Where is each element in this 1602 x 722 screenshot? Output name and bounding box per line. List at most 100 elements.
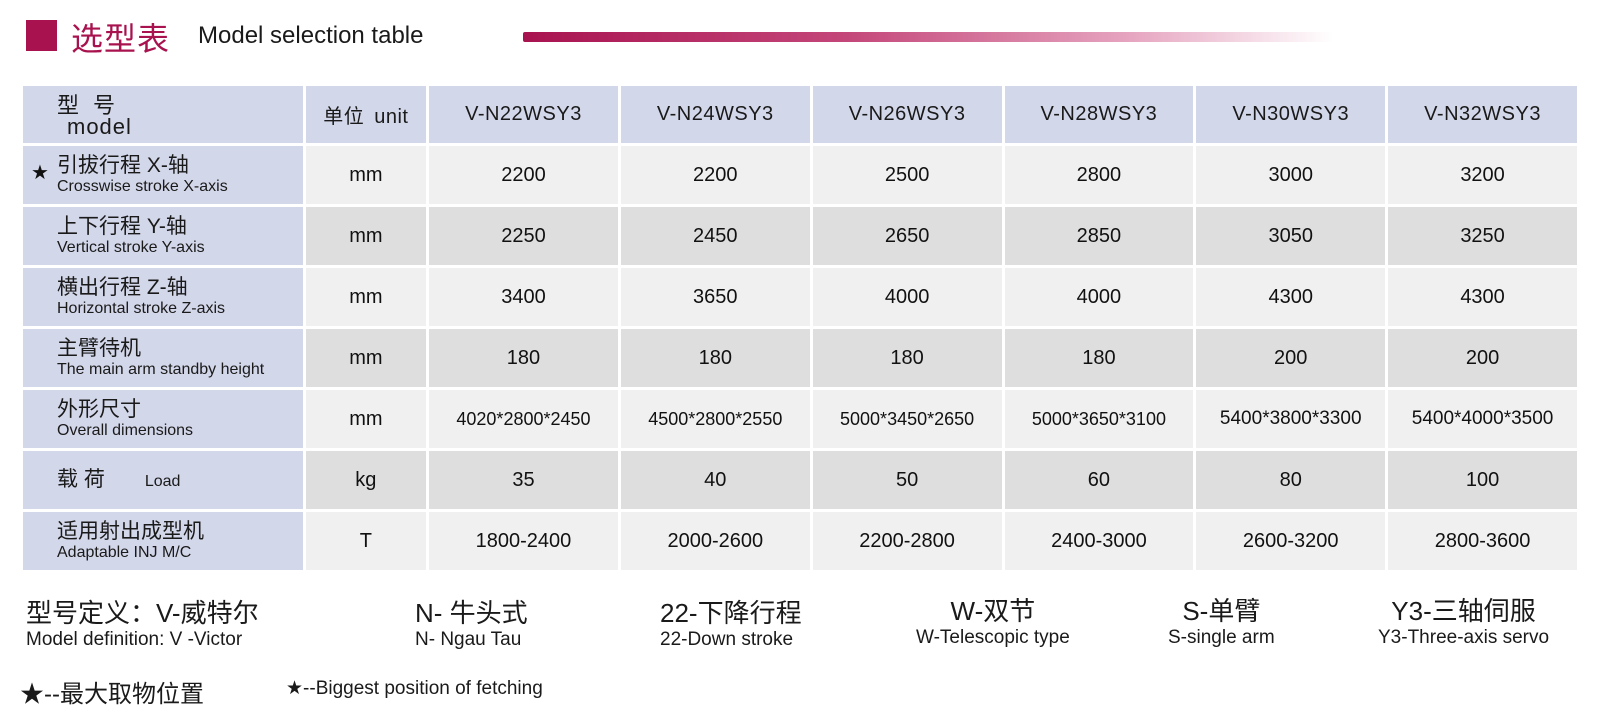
footer-definition-en: 22-Down stroke bbox=[660, 629, 794, 650]
row-label-cn: 适用射出成型机 bbox=[57, 520, 204, 543]
header-model-name: V-N26WSY3 bbox=[812, 86, 1002, 143]
table-cell: 2200-2800 bbox=[812, 512, 1002, 570]
header-model-name: V-N22WSY3 bbox=[429, 86, 618, 143]
table-cell: 2200 bbox=[620, 146, 810, 204]
table-cell: 4000 bbox=[1004, 268, 1194, 326]
header-model-name: V-N30WSY3 bbox=[1196, 86, 1386, 143]
footer-definition-cn: N- 牛头式 bbox=[415, 598, 528, 628]
footer-star-note-en: ★--Biggest position of fetching bbox=[286, 678, 543, 699]
header-model-name: V-N24WSY3 bbox=[620, 86, 810, 143]
table-cell: 2600-3200 bbox=[1196, 512, 1386, 570]
table-cell: 2250 bbox=[429, 207, 618, 265]
page-title-en: Model selection table bbox=[198, 22, 424, 49]
header-unit-en: unit bbox=[374, 106, 409, 128]
table-row: ★ 引拔行程 X-轴 Crosswise stroke X-axis mm 2200 22… bbox=[23, 146, 1577, 204]
table-cell: 200 bbox=[1388, 329, 1577, 387]
table-cell: 3000 bbox=[1196, 146, 1386, 204]
row-label-cell: 载 荷 Load bbox=[23, 451, 303, 509]
title-gradient-bar bbox=[523, 32, 1333, 42]
table-cell: 4300 bbox=[1196, 268, 1386, 326]
row-label-cn: 引拔行程 X-轴 bbox=[57, 154, 189, 177]
model-selection-table: 型号 model 单位 unit V-N22WSY3 V-N24WSY3 V-N26… bbox=[20, 83, 1580, 573]
table-cell: 35 bbox=[429, 451, 618, 509]
page-title-cn: 选型表 bbox=[71, 20, 171, 58]
table-cell: 200 bbox=[1196, 329, 1386, 387]
row-label-cn: 外形尺寸 bbox=[57, 398, 141, 421]
table-cell: 2650 bbox=[812, 207, 1002, 265]
table-cell: 2000-2600 bbox=[620, 512, 810, 570]
table-row: 外形尺寸 Overall dimensions mm 4020*2800*2450 45… bbox=[23, 390, 1577, 448]
table-row: 载 荷 Load kg 35 40 50 60 80 100 bbox=[23, 451, 1577, 509]
table-cell: 2800-3600 bbox=[1388, 512, 1577, 570]
row-label-cn: 上下行程 Y-轴 bbox=[57, 215, 187, 238]
header-model-cell: 型号 model bbox=[23, 86, 303, 143]
footer-definition: S-单臂 S-single arm bbox=[1168, 596, 1275, 650]
row-unit-cell: mm bbox=[305, 329, 427, 387]
header-unit-cn: 单位 bbox=[323, 106, 365, 128]
table-row: 上下行程 Y-轴 Vertical stroke Y-axis mm 2250 2450… bbox=[23, 207, 1577, 265]
header-model-name: V-N32WSY3 bbox=[1388, 86, 1577, 143]
row-label-en: Load bbox=[144, 473, 181, 490]
row-label-cell: 横出行程 Z-轴 Horizontal stroke Z-axis bbox=[23, 268, 303, 326]
row-label-cn: 主臂待机 bbox=[57, 337, 141, 360]
table-cell: 4300 bbox=[1388, 268, 1577, 326]
footer-definition-cn: Y3-三轴伺服 bbox=[1391, 596, 1536, 626]
table-cell: 2850 bbox=[1004, 207, 1194, 265]
row-label-cell: ★ 引拔行程 X-轴 Crosswise stroke X-axis bbox=[23, 146, 303, 204]
footer-definition: Y3-三轴伺服 Y3-Three-axis servo bbox=[1378, 596, 1549, 650]
table-cell: 3050 bbox=[1196, 207, 1386, 265]
table-cell: 5000*3650*3100 bbox=[1004, 390, 1194, 448]
table-header-row: 型号 model 单位 unit V-N22WSY3 V-N24WSY3 V-N26… bbox=[23, 86, 1577, 143]
row-label-cn: 载 荷 bbox=[57, 468, 105, 491]
table-cell: 100 bbox=[1388, 451, 1577, 509]
table-cell: 2200 bbox=[429, 146, 618, 204]
table-cell: 180 bbox=[429, 329, 618, 387]
row-label-cell: 适用射出成型机 Adaptable INJ M/C bbox=[23, 512, 303, 570]
row-unit-cell: mm bbox=[305, 207, 427, 265]
row-unit-cell: mm bbox=[305, 390, 427, 448]
row-label-cn: 横出行程 Z-轴 bbox=[57, 276, 188, 299]
table-cell: 2450 bbox=[620, 207, 810, 265]
table-cell: 5400*3800*3300 bbox=[1196, 390, 1386, 448]
footer-definition-cn: 22-下降行程 bbox=[660, 598, 802, 628]
header-unit-cell: 单位 unit bbox=[305, 86, 427, 143]
table-cell: 5000*3450*2650 bbox=[812, 390, 1002, 448]
footer-definition-en: N- Ngau Tau bbox=[415, 629, 522, 650]
table-cell: 2800 bbox=[1004, 146, 1194, 204]
table-cell: 4500*2800*2550 bbox=[620, 390, 810, 448]
star-marker: ★ bbox=[31, 162, 49, 184]
footer-definition: W-双节 W-Telescopic type bbox=[916, 596, 1070, 650]
table-row: 横出行程 Z-轴 Horizontal stroke Z-axis mm 3400 36… bbox=[23, 268, 1577, 326]
row-label-en: Horizontal stroke Z-axis bbox=[57, 300, 226, 317]
footer-definition-en: S-single arm bbox=[1168, 627, 1275, 648]
row-label-cell: 上下行程 Y-轴 Vertical stroke Y-axis bbox=[23, 207, 303, 265]
table-row: 主臂待机 The main arm standby height mm 180 180 1… bbox=[23, 329, 1577, 387]
header-model-en: model bbox=[67, 113, 132, 139]
footer-definition: 22-下降行程 22-Down stroke bbox=[660, 598, 802, 652]
table-cell: 60 bbox=[1004, 451, 1194, 509]
row-label-en: Overall dimensions bbox=[57, 422, 194, 439]
table-cell: 50 bbox=[812, 451, 1002, 509]
table-cell: 1800-2400 bbox=[429, 512, 618, 570]
row-unit-cell: mm bbox=[305, 268, 427, 326]
table-cell: 3200 bbox=[1388, 146, 1577, 204]
row-label-en: Adaptable INJ M/C bbox=[57, 544, 192, 561]
table-cell: 4020*2800*2450 bbox=[429, 390, 618, 448]
table-cell: 3400 bbox=[429, 268, 618, 326]
row-label-en: Crosswise stroke X-axis bbox=[57, 178, 228, 195]
row-label-en: Vertical stroke Y-axis bbox=[57, 239, 205, 256]
row-unit-cell: mm bbox=[305, 146, 427, 204]
footer-definition: 型号定义：V-威特尔 Model definition: V -Victor bbox=[26, 598, 259, 652]
footer-definition: N- 牛头式 N- Ngau Tau bbox=[415, 598, 528, 652]
table-cell: 40 bbox=[620, 451, 810, 509]
footer-definition-en: Y3-Three-axis servo bbox=[1378, 627, 1550, 648]
table-cell: 180 bbox=[812, 329, 1002, 387]
table-cell: 80 bbox=[1196, 451, 1386, 509]
row-label-cell: 主臂待机 The main arm standby height bbox=[23, 329, 303, 387]
row-label-en: The main arm standby height bbox=[57, 361, 265, 378]
header-model-name: V-N28WSY3 bbox=[1004, 86, 1194, 143]
row-label-cell: 外形尺寸 Overall dimensions bbox=[23, 390, 303, 448]
row-unit-cell: kg bbox=[305, 451, 427, 509]
title-square-marker bbox=[26, 20, 57, 51]
header-model-cn: 型号 bbox=[57, 92, 130, 118]
